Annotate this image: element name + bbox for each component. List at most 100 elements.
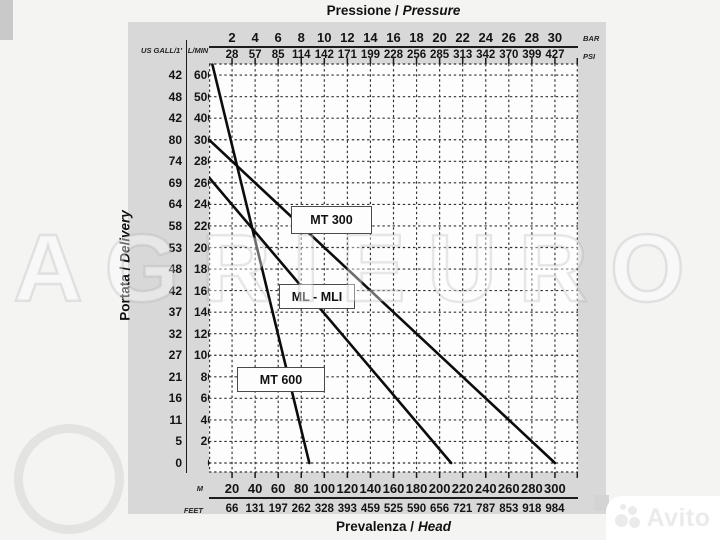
m-unit-label: M <box>196 484 203 493</box>
plot-grid-and-curves <box>209 58 578 478</box>
psi-tick-label: 114 <box>291 49 311 61</box>
head-m-tick-label: 160 <box>382 481 405 496</box>
psi-tick-label: 313 <box>453 49 473 61</box>
usgall-value: 21 <box>168 369 182 384</box>
head-m-tick-label: 120 <box>336 481 359 496</box>
head-axis-title: Prevalenza / Head <box>209 519 578 534</box>
psi-tick-label: 370 <box>499 49 519 61</box>
series-label-mt300: MT 300 <box>291 206 372 234</box>
head-m-tick-label: 220 <box>451 481 474 496</box>
corner-artifact-bottom-right <box>594 495 609 511</box>
head-feet-tick-label: 721 <box>453 503 473 515</box>
psi-tick-label: 256 <box>406 49 427 61</box>
lmin-value: 300 <box>193 132 214 147</box>
head-feet-tick-label: 590 <box>406 503 427 515</box>
usgall-value: 5 <box>175 434 182 449</box>
avito-logo-text: Avito <box>646 503 711 532</box>
psi-tick-label: 199 <box>360 49 380 61</box>
psi-tick-label: 285 <box>430 49 450 61</box>
bar-tick-label: 16 <box>386 30 401 45</box>
flow-axis-row: 42 600 <box>136 64 214 86</box>
lmin-value: 200 <box>193 240 214 255</box>
head-feet-tick-label: 393 <box>337 503 357 515</box>
pressure-axis-title: Pressione / Pressure <box>209 3 578 18</box>
avito-watermark: Avito <box>606 496 720 540</box>
left-axis-separator-line <box>185 40 188 473</box>
bar-tick-label: 10 <box>317 30 332 45</box>
bar-tick-label: 26 <box>501 30 517 45</box>
bar-tick-label: 22 <box>455 30 470 45</box>
lmin-value: 140 <box>193 305 214 320</box>
bar-tick-label: 30 <box>547 30 563 45</box>
lmin-value: 500 <box>193 89 214 104</box>
flow-axis-row: 16 60 <box>136 388 214 410</box>
usgall-value: 58 <box>168 218 182 233</box>
usgall-value: 37 <box>168 305 182 320</box>
bar-tick-label: 6 <box>274 30 282 45</box>
flow-axis-row: 11 40 <box>136 409 214 431</box>
usgall-value: 0 <box>175 456 182 470</box>
flow-axis-row: 48 180 <box>136 258 214 280</box>
usgall-value: 42 <box>168 68 182 83</box>
bar-tick-label: 28 <box>524 30 540 45</box>
head-m-tick-label: 300 <box>544 481 566 496</box>
lmin-value: 160 <box>193 283 214 298</box>
bar-tick-label: 20 <box>432 30 447 45</box>
bottom-axis-line <box>209 497 578 499</box>
flow-axis-row: 64 240 <box>136 194 214 216</box>
pressure-title-it: Pressione / <box>326 3 399 18</box>
usgall-value: 27 <box>168 348 182 363</box>
usgall-value: 16 <box>168 391 182 406</box>
head-feet-tick-label: 787 <box>476 503 496 515</box>
head-feet-tick-label: 525 <box>383 503 404 515</box>
bar-tick-label: 14 <box>363 30 378 45</box>
psi-tick-row: 28 57 85 114 142 171 199 228 256 285 313 342 370 399 4… <box>209 49 578 61</box>
head-feet-tick-label: 66 <box>225 503 239 515</box>
head-m-tick-row: 20 40 60 80 100 120 140 160 180 200 220 240 260 280 30… <box>209 481 578 496</box>
usgall-unit-label: US GALL/1' <box>141 46 182 55</box>
usgall-value: 42 <box>168 111 182 126</box>
head-feet-tick-label: 262 <box>291 503 311 515</box>
flow-axis-row: 53 200 <box>136 237 214 259</box>
head-m-tick-label: 40 <box>247 481 263 496</box>
pressure-title-en: Pressure <box>402 3 461 18</box>
usgall-value: 48 <box>168 262 182 277</box>
head-m-tick-label: 260 <box>497 481 520 496</box>
psi-tick-label: 399 <box>522 49 542 61</box>
flow-axis-row: 0 0 <box>136 452 214 474</box>
flow-axis-row: 21 80 <box>136 366 214 388</box>
lmin-value: 120 <box>193 326 214 341</box>
usgall-value: 53 <box>168 240 182 255</box>
psi-tick-label: 171 <box>337 49 357 61</box>
head-m-tick-label: 200 <box>428 481 451 496</box>
lmin-unit-label: L/MIN <box>187 46 209 55</box>
head-m-tick-label: 140 <box>359 481 382 496</box>
head-m-tick-label: 20 <box>224 481 240 496</box>
head-feet-tick-label: 656 <box>430 503 450 515</box>
head-feet-tick-label: 328 <box>314 503 334 515</box>
usgall-value: 32 <box>168 326 182 341</box>
head-feet-tick-label: 131 <box>245 503 265 515</box>
bar-tick-label: 24 <box>478 30 493 45</box>
head-feet-tick-label: 984 <box>545 503 565 515</box>
head-m-tick-label: 60 <box>270 481 286 496</box>
delivery-title-en: Delivery <box>117 210 133 263</box>
usgall-value: 64 <box>168 197 182 212</box>
lmin-value: 400 <box>193 111 214 126</box>
lmin-value: 100 <box>193 348 214 363</box>
psi-unit-label: PSI <box>583 52 596 61</box>
bar-tick-label: 18 <box>409 30 424 45</box>
lmin-value: 280 <box>193 154 214 169</box>
bar-tick-row: 2 4 6 8 10 12 14 16 18 20 22 24 26 28 30 <box>209 30 578 45</box>
psi-tick-label: 427 <box>545 49 565 61</box>
lmin-value: 220 <box>193 218 214 233</box>
flow-axis-row: 37 140 <box>136 301 214 323</box>
bar-tick-label: 12 <box>340 30 355 45</box>
head-m-tick-label: 180 <box>405 481 428 496</box>
head-feet-tick-label: 918 <box>522 503 542 515</box>
plot-area: MT 300 ML - MLI MT 600 <box>209 58 578 478</box>
flow-axis-row: 58 220 <box>136 215 214 237</box>
delivery-axis-title: Portata / Delivery <box>118 161 133 371</box>
head-m-tick-label: 100 <box>313 481 336 496</box>
bar-tick-label: 4 <box>251 30 259 45</box>
